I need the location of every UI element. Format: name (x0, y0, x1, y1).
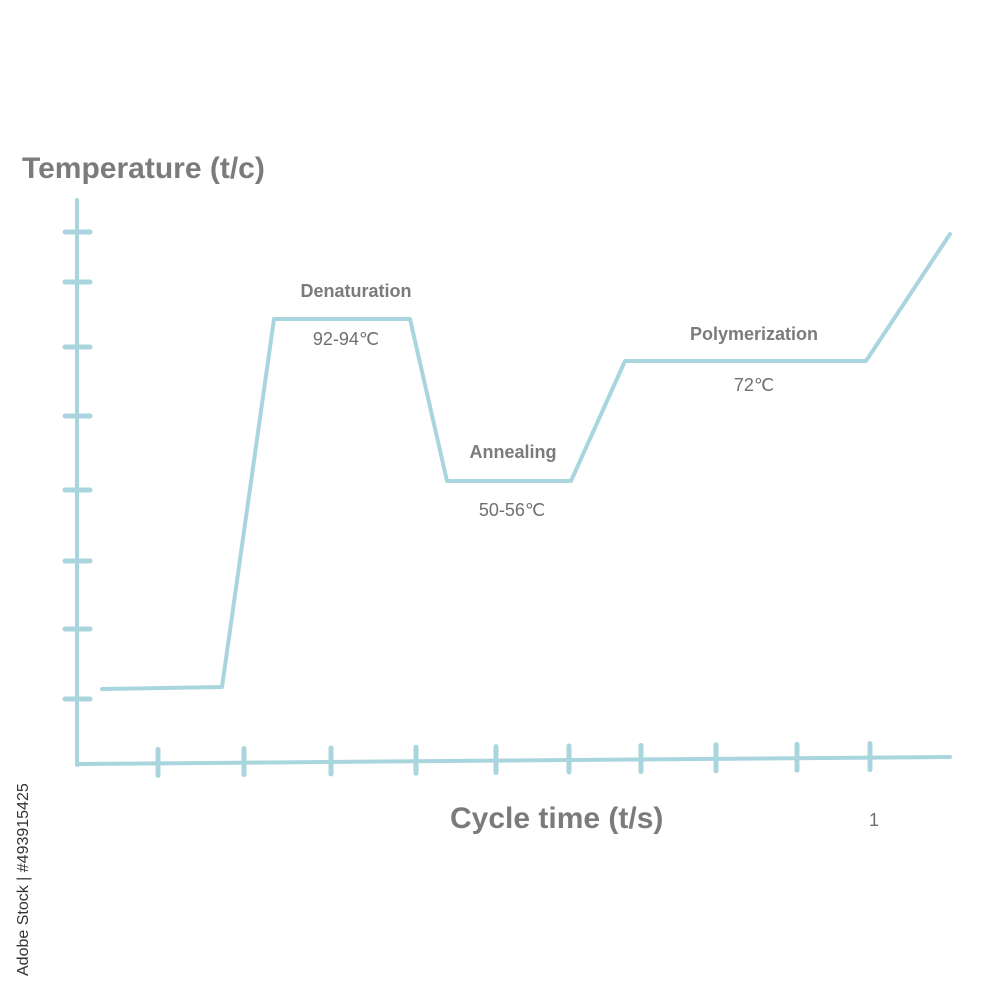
phase-label-denaturation: Denaturation (300, 281, 411, 301)
phase-temp-denaturation: 92-94℃ (313, 329, 379, 349)
x-axis-ticks (155, 741, 873, 778)
phase-temp-annealing: 50-56℃ (479, 500, 545, 520)
phase-label-annealing: Annealing (469, 442, 556, 462)
phase-label-polymerization: Polymerization (690, 324, 818, 344)
x-axis (75, 755, 952, 766)
cycle-number: 1 (869, 810, 879, 830)
stock-watermark: Adobe Stock | #493915425 (15, 783, 32, 976)
phase-temp-polymerization: 72℃ (734, 375, 774, 395)
x-axis-title: Cycle time (t/s) (450, 802, 663, 835)
y-axis-ticks (62, 229, 93, 702)
stock-watermark-text: Adobe Stock | #493915425 (15, 783, 32, 976)
temperature-curve (100, 232, 952, 691)
y-axis-title: Temperature (t/c) (22, 152, 265, 185)
